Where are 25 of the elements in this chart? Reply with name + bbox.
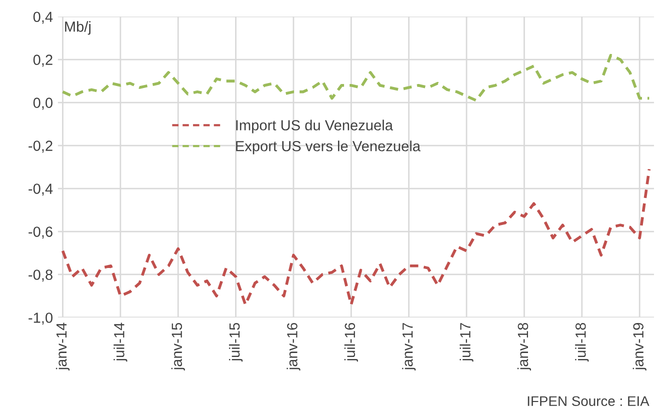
x-tick-label: janv-19 xyxy=(632,323,646,371)
y-tick-label: 0,4 xyxy=(33,12,53,24)
y-tick-label: -0,6 xyxy=(28,226,52,239)
x-tick-label: juil-14 xyxy=(114,322,128,362)
y-tick-label: 0,0 xyxy=(33,98,53,110)
line-series xyxy=(61,54,651,102)
y-tick-label: -0,8 xyxy=(28,270,52,282)
x-tick-label: janv-14 xyxy=(56,322,70,371)
y-axis-title: Mb/j xyxy=(65,21,90,35)
x-tick-label: janv-18 xyxy=(517,322,532,371)
line-series xyxy=(61,168,651,306)
legend-label: Import US du Venezuela xyxy=(236,120,393,134)
y-tick-label: -1,0 xyxy=(28,312,53,325)
x-tick-label: juil-17 xyxy=(460,323,474,362)
y-tick-label: -0,2 xyxy=(28,140,52,153)
x-tick-label: janv-15 xyxy=(171,322,185,371)
x-tick-label: janv-16 xyxy=(286,322,300,371)
legend-label: Export US vers le Venezuela xyxy=(236,140,421,154)
x-tick-label: janv-17 xyxy=(402,323,416,371)
x-tick-label: juil-15 xyxy=(229,322,243,362)
y-tick-label: 0,2 xyxy=(33,54,52,67)
x-tick-label: juil-16 xyxy=(344,322,358,362)
text: IFPEN Source : EIA xyxy=(528,396,650,406)
x-tick-label: juil-18 xyxy=(575,322,589,362)
y-tick-label: -0,4 xyxy=(28,184,53,196)
